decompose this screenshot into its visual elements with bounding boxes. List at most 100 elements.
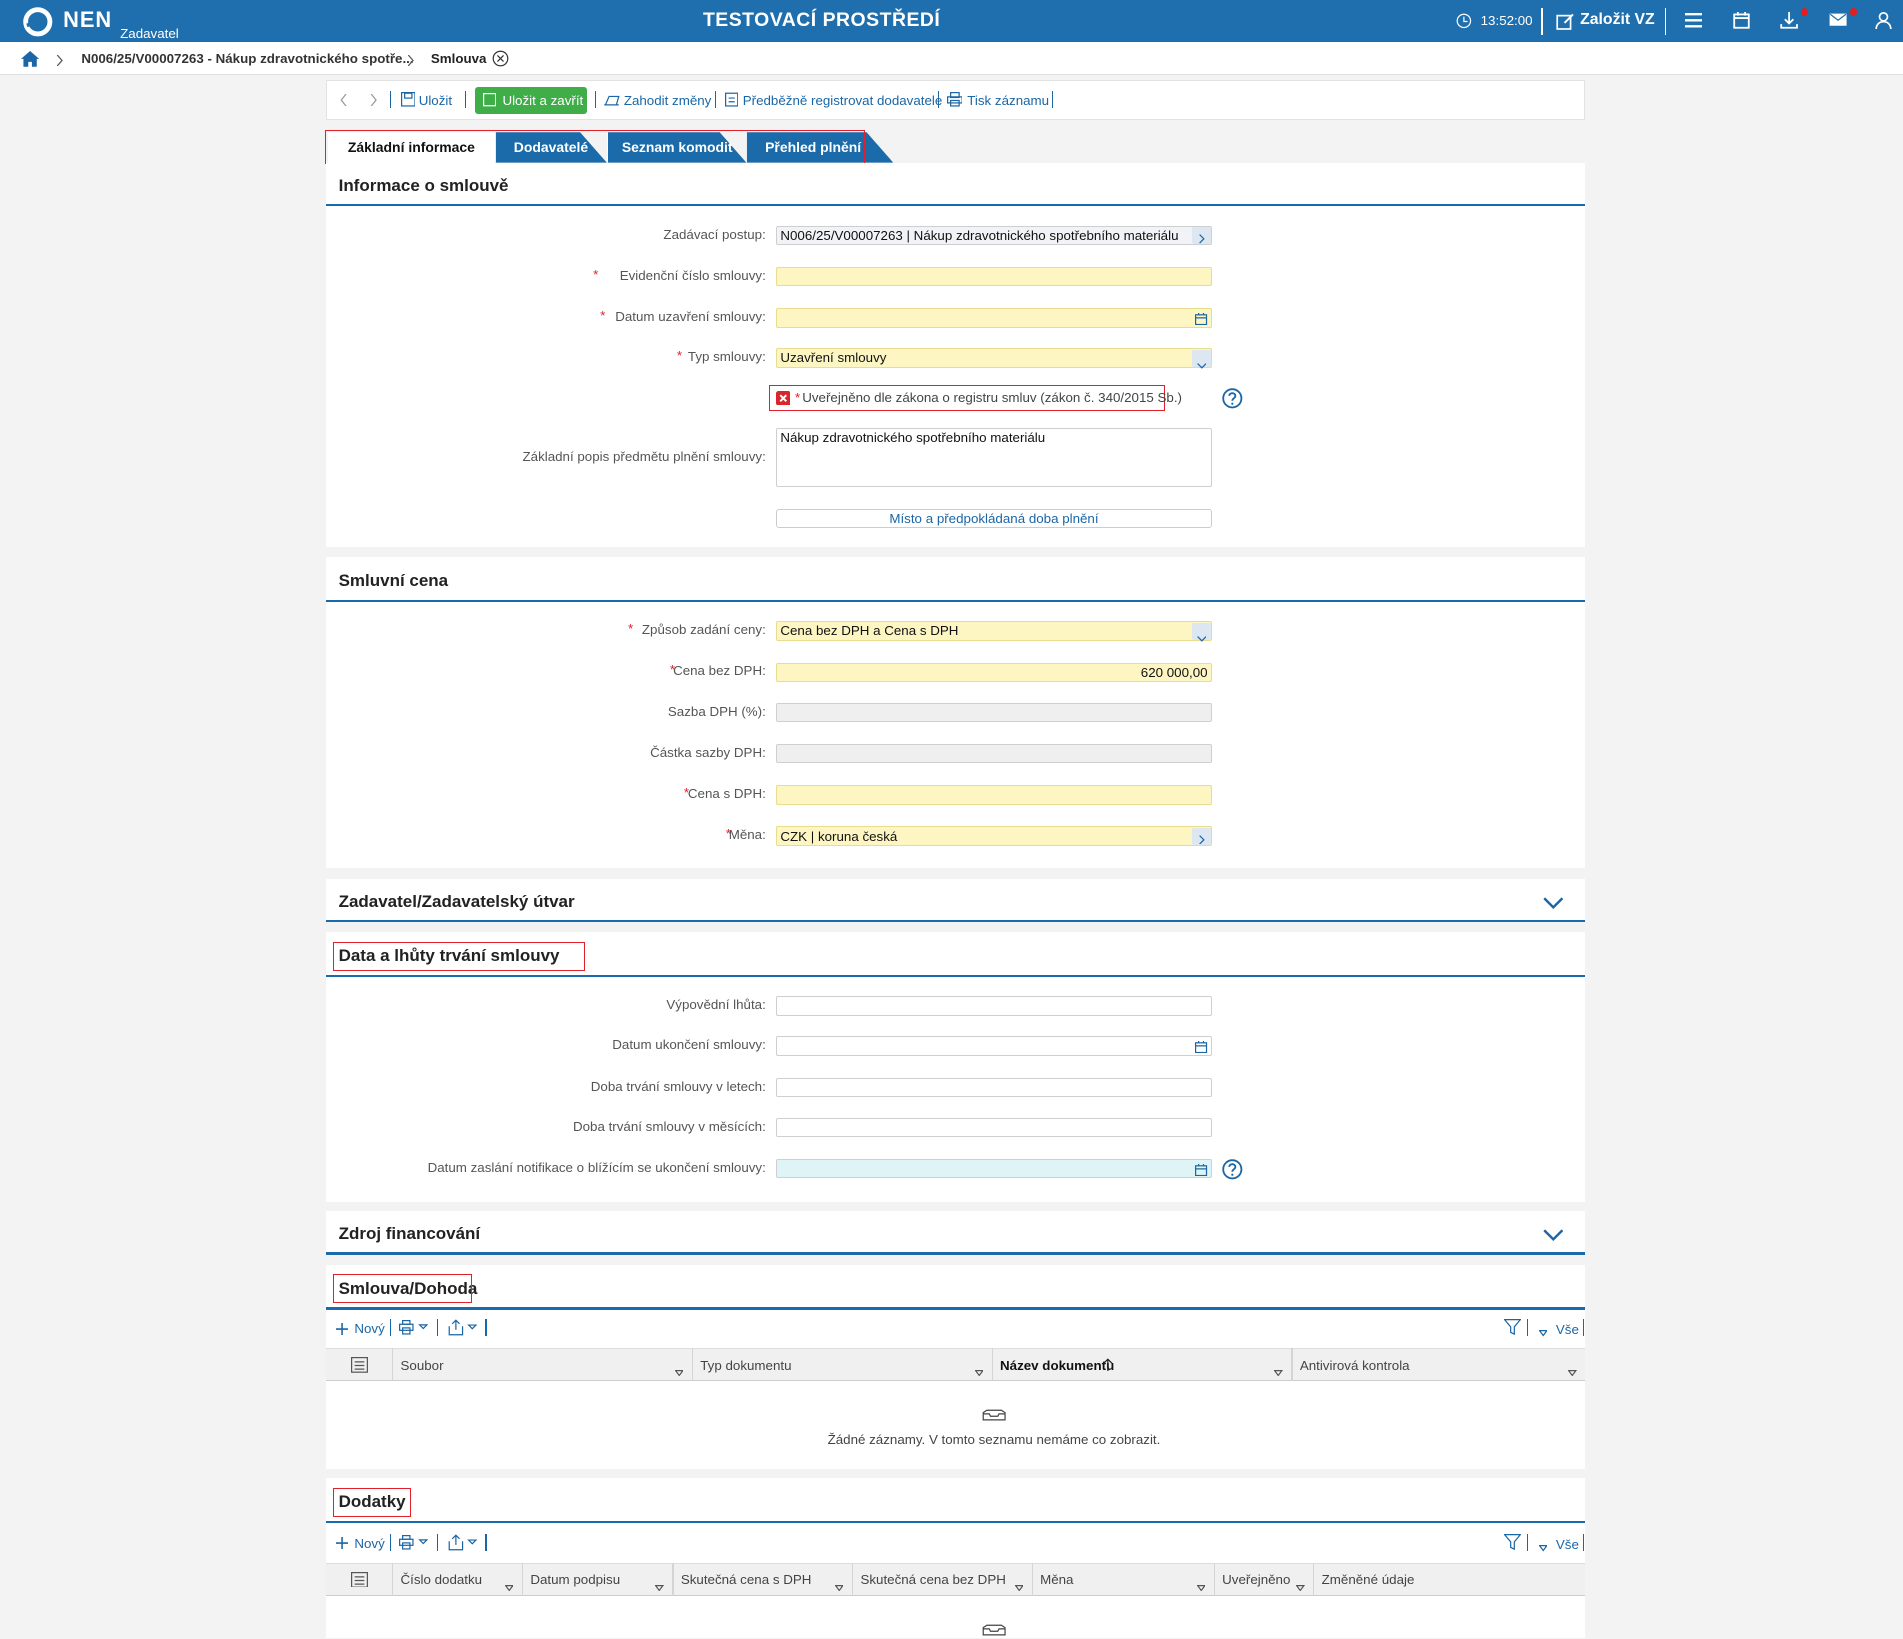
input-value: CZK | koruna česká (780, 828, 898, 844)
expand-icon[interactable] (1542, 896, 1564, 909)
checkbox-error[interactable] (775, 390, 791, 406)
export-menu[interactable] (448, 1319, 478, 1336)
toolbar-button[interactable]: Předběžně registrovat dodavatele (742, 93, 943, 109)
input[interactable] (775, 267, 1213, 287)
tab[interactable] (746, 132, 894, 163)
column-header[interactable]: Název dokumentu (1000, 1357, 1115, 1373)
column-header[interactable]: Datum podpisu (530, 1572, 621, 1588)
mail-icon[interactable] (1829, 13, 1847, 27)
print-menu[interactable] (399, 1320, 429, 1335)
dropdown-button[interactable] (1191, 349, 1212, 367)
column-header[interactable]: Typ dokumentu (700, 1357, 792, 1373)
save-icon[interactable] (400, 92, 416, 107)
button[interactable] (775, 508, 1213, 528)
toolbar-button[interactable]: Tisk záznamu (967, 93, 1050, 109)
column-header[interactable]: Antivirová kontrola (1299, 1357, 1410, 1373)
checkbox-label[interactable]: Uveřejněno dle zákona o registru smluv (… (802, 390, 1182, 406)
user-icon[interactable] (1875, 12, 1892, 30)
close-icon[interactable] (492, 50, 509, 67)
print-icon[interactable] (946, 92, 963, 107)
menu-icon[interactable] (1684, 13, 1702, 28)
print-menu[interactable] (399, 1535, 429, 1550)
export-menu[interactable] (448, 1534, 478, 1551)
column-menu[interactable] (1196, 1578, 1206, 1592)
tab[interactable] (606, 132, 747, 163)
separator (389, 1534, 391, 1552)
column-header[interactable]: Změněné údaje (1321, 1572, 1415, 1588)
plus-icon[interactable] (336, 1322, 349, 1335)
column-menu[interactable] (1295, 1578, 1306, 1592)
filter-caret[interactable] (1538, 1539, 1548, 1552)
input[interactable] (775, 621, 1213, 641)
column-menu[interactable] (834, 1578, 845, 1592)
calendar-icon[interactable] (1195, 312, 1208, 325)
tab-label[interactable]: Seznam komodit (621, 138, 733, 155)
edit-icon[interactable] (1556, 12, 1574, 30)
column-menu[interactable] (1273, 1363, 1284, 1377)
column-menu[interactable] (674, 1363, 684, 1377)
input[interactable] (775, 1117, 1213, 1138)
column-settings[interactable] (350, 1356, 368, 1373)
input[interactable] (775, 428, 1213, 487)
tab-label[interactable]: Přehled plnění (765, 138, 862, 155)
column-menu[interactable] (654, 1578, 665, 1592)
tab-label[interactable]: Základní informace (347, 138, 475, 155)
toolbar-button[interactable]: Zahodit změny (623, 93, 712, 109)
tab-active[interactable] (327, 132, 496, 163)
clock-icon (1456, 13, 1472, 29)
tab-label[interactable]: Dodavatelé (513, 138, 589, 155)
filter-icon[interactable] (1503, 1534, 1522, 1551)
column-menu[interactable] (1014, 1578, 1024, 1592)
column-menu[interactable] (973, 1363, 984, 1377)
create-button[interactable]: Založit VZ (1580, 11, 1655, 29)
calendar-icon[interactable] (1733, 12, 1750, 29)
link-button[interactable] (1191, 226, 1212, 244)
primary-button[interactable] (474, 87, 588, 115)
home-icon[interactable] (20, 50, 39, 67)
input[interactable] (775, 1077, 1213, 1098)
back-icon[interactable] (340, 93, 347, 107)
input[interactable] (775, 1159, 1213, 1179)
forward-icon[interactable] (370, 93, 377, 107)
new-button[interactable]: Nový (354, 1321, 385, 1337)
calendar-icon[interactable] (1195, 1040, 1208, 1054)
download-icon[interactable] (1780, 12, 1799, 29)
column-header[interactable]: Soubor (400, 1357, 444, 1373)
input[interactable] (775, 348, 1213, 368)
toolbar-button[interactable]: Uložit a zavřít (502, 93, 584, 109)
filter-icon[interactable] (1503, 1319, 1522, 1336)
column-header[interactable]: Uveřejněno (1222, 1572, 1291, 1588)
button-label[interactable]: Místo a předpokládaná doba plnění (889, 510, 1099, 526)
all-button[interactable]: Vše (1555, 1322, 1579, 1338)
register-icon[interactable] (724, 92, 738, 107)
column-header[interactable]: Měna (1040, 1572, 1074, 1588)
new-button[interactable]: Nový (354, 1536, 385, 1552)
input[interactable] (775, 1036, 1213, 1056)
input[interactable] (775, 826, 1213, 846)
input[interactable] (775, 225, 1213, 246)
input[interactable] (775, 743, 1213, 764)
column-menu[interactable] (1567, 1363, 1578, 1377)
column-header[interactable]: Skutečná cena s DPH (680, 1572, 812, 1588)
link-button[interactable] (1191, 827, 1212, 845)
all-button[interactable]: Vše (1555, 1537, 1579, 1553)
filter-caret[interactable] (1538, 1324, 1548, 1337)
input[interactable] (775, 702, 1213, 723)
column-menu[interactable] (504, 1578, 514, 1592)
toolbar-button[interactable]: Uložit (418, 93, 453, 109)
help-icon[interactable] (1222, 388, 1243, 409)
input[interactable] (775, 662, 1213, 683)
discard-icon[interactable] (603, 93, 620, 106)
calendar-icon[interactable] (1195, 1163, 1208, 1176)
column-header[interactable]: Číslo dodatku (400, 1572, 483, 1588)
input[interactable] (775, 996, 1213, 1016)
column-header[interactable]: Skutečná cena bez DPH (860, 1572, 1006, 1588)
dropdown-button[interactable] (1191, 622, 1212, 640)
expand-icon[interactable] (1542, 1228, 1564, 1242)
plus-icon[interactable] (336, 1536, 349, 1550)
input[interactable] (775, 308, 1213, 328)
column-settings[interactable] (350, 1571, 368, 1588)
help-icon[interactable] (1222, 1159, 1243, 1180)
input[interactable] (775, 785, 1213, 805)
breadcrumb-item[interactable]: N006/25/V00007263 - Nákup zdravotnického… (81, 50, 414, 66)
